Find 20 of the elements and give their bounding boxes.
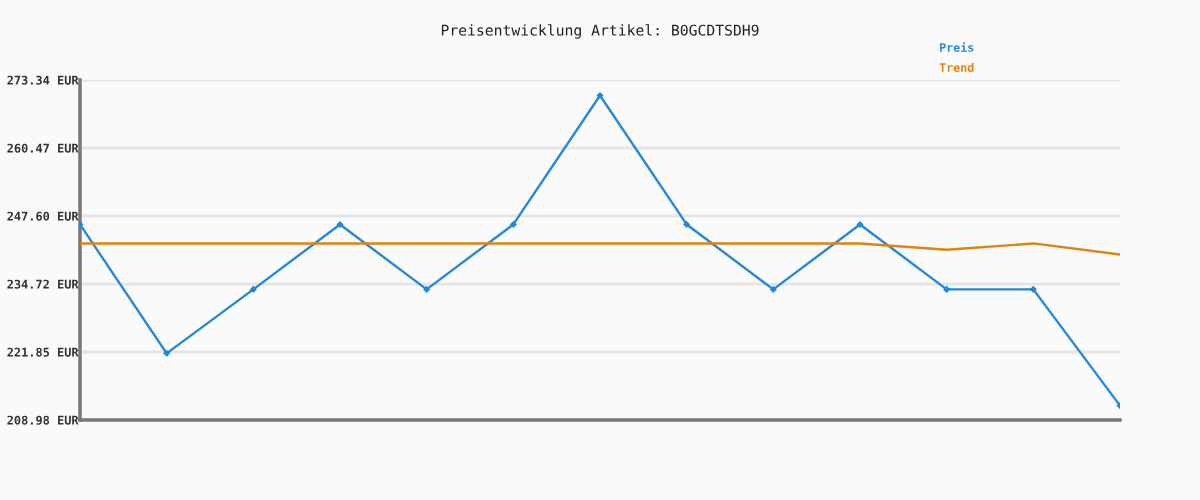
point xyxy=(510,221,517,228)
point xyxy=(943,286,950,293)
y-tick-label: 260.47 EUR xyxy=(7,143,79,153)
point xyxy=(336,221,344,228)
point xyxy=(163,350,170,357)
y-tick-label: 273.34 EUR xyxy=(7,75,79,85)
point xyxy=(1030,286,1037,293)
point xyxy=(856,221,864,228)
point xyxy=(770,286,777,293)
point xyxy=(250,286,257,293)
point xyxy=(596,92,604,99)
y-tick-label: 247.60 EUR xyxy=(7,211,79,221)
y-tick-label: 208.98 EUR xyxy=(7,415,79,425)
point xyxy=(423,286,430,293)
chart-title: Preisentwicklung Artikel: B0GCDTSDH9 xyxy=(441,24,759,39)
y-tick-label: 234.72 EUR xyxy=(7,279,79,289)
y-tick-label: 221.85 EUR xyxy=(7,347,79,357)
text: Trend xyxy=(939,62,974,72)
point xyxy=(683,221,690,228)
text: Preis xyxy=(940,42,974,52)
